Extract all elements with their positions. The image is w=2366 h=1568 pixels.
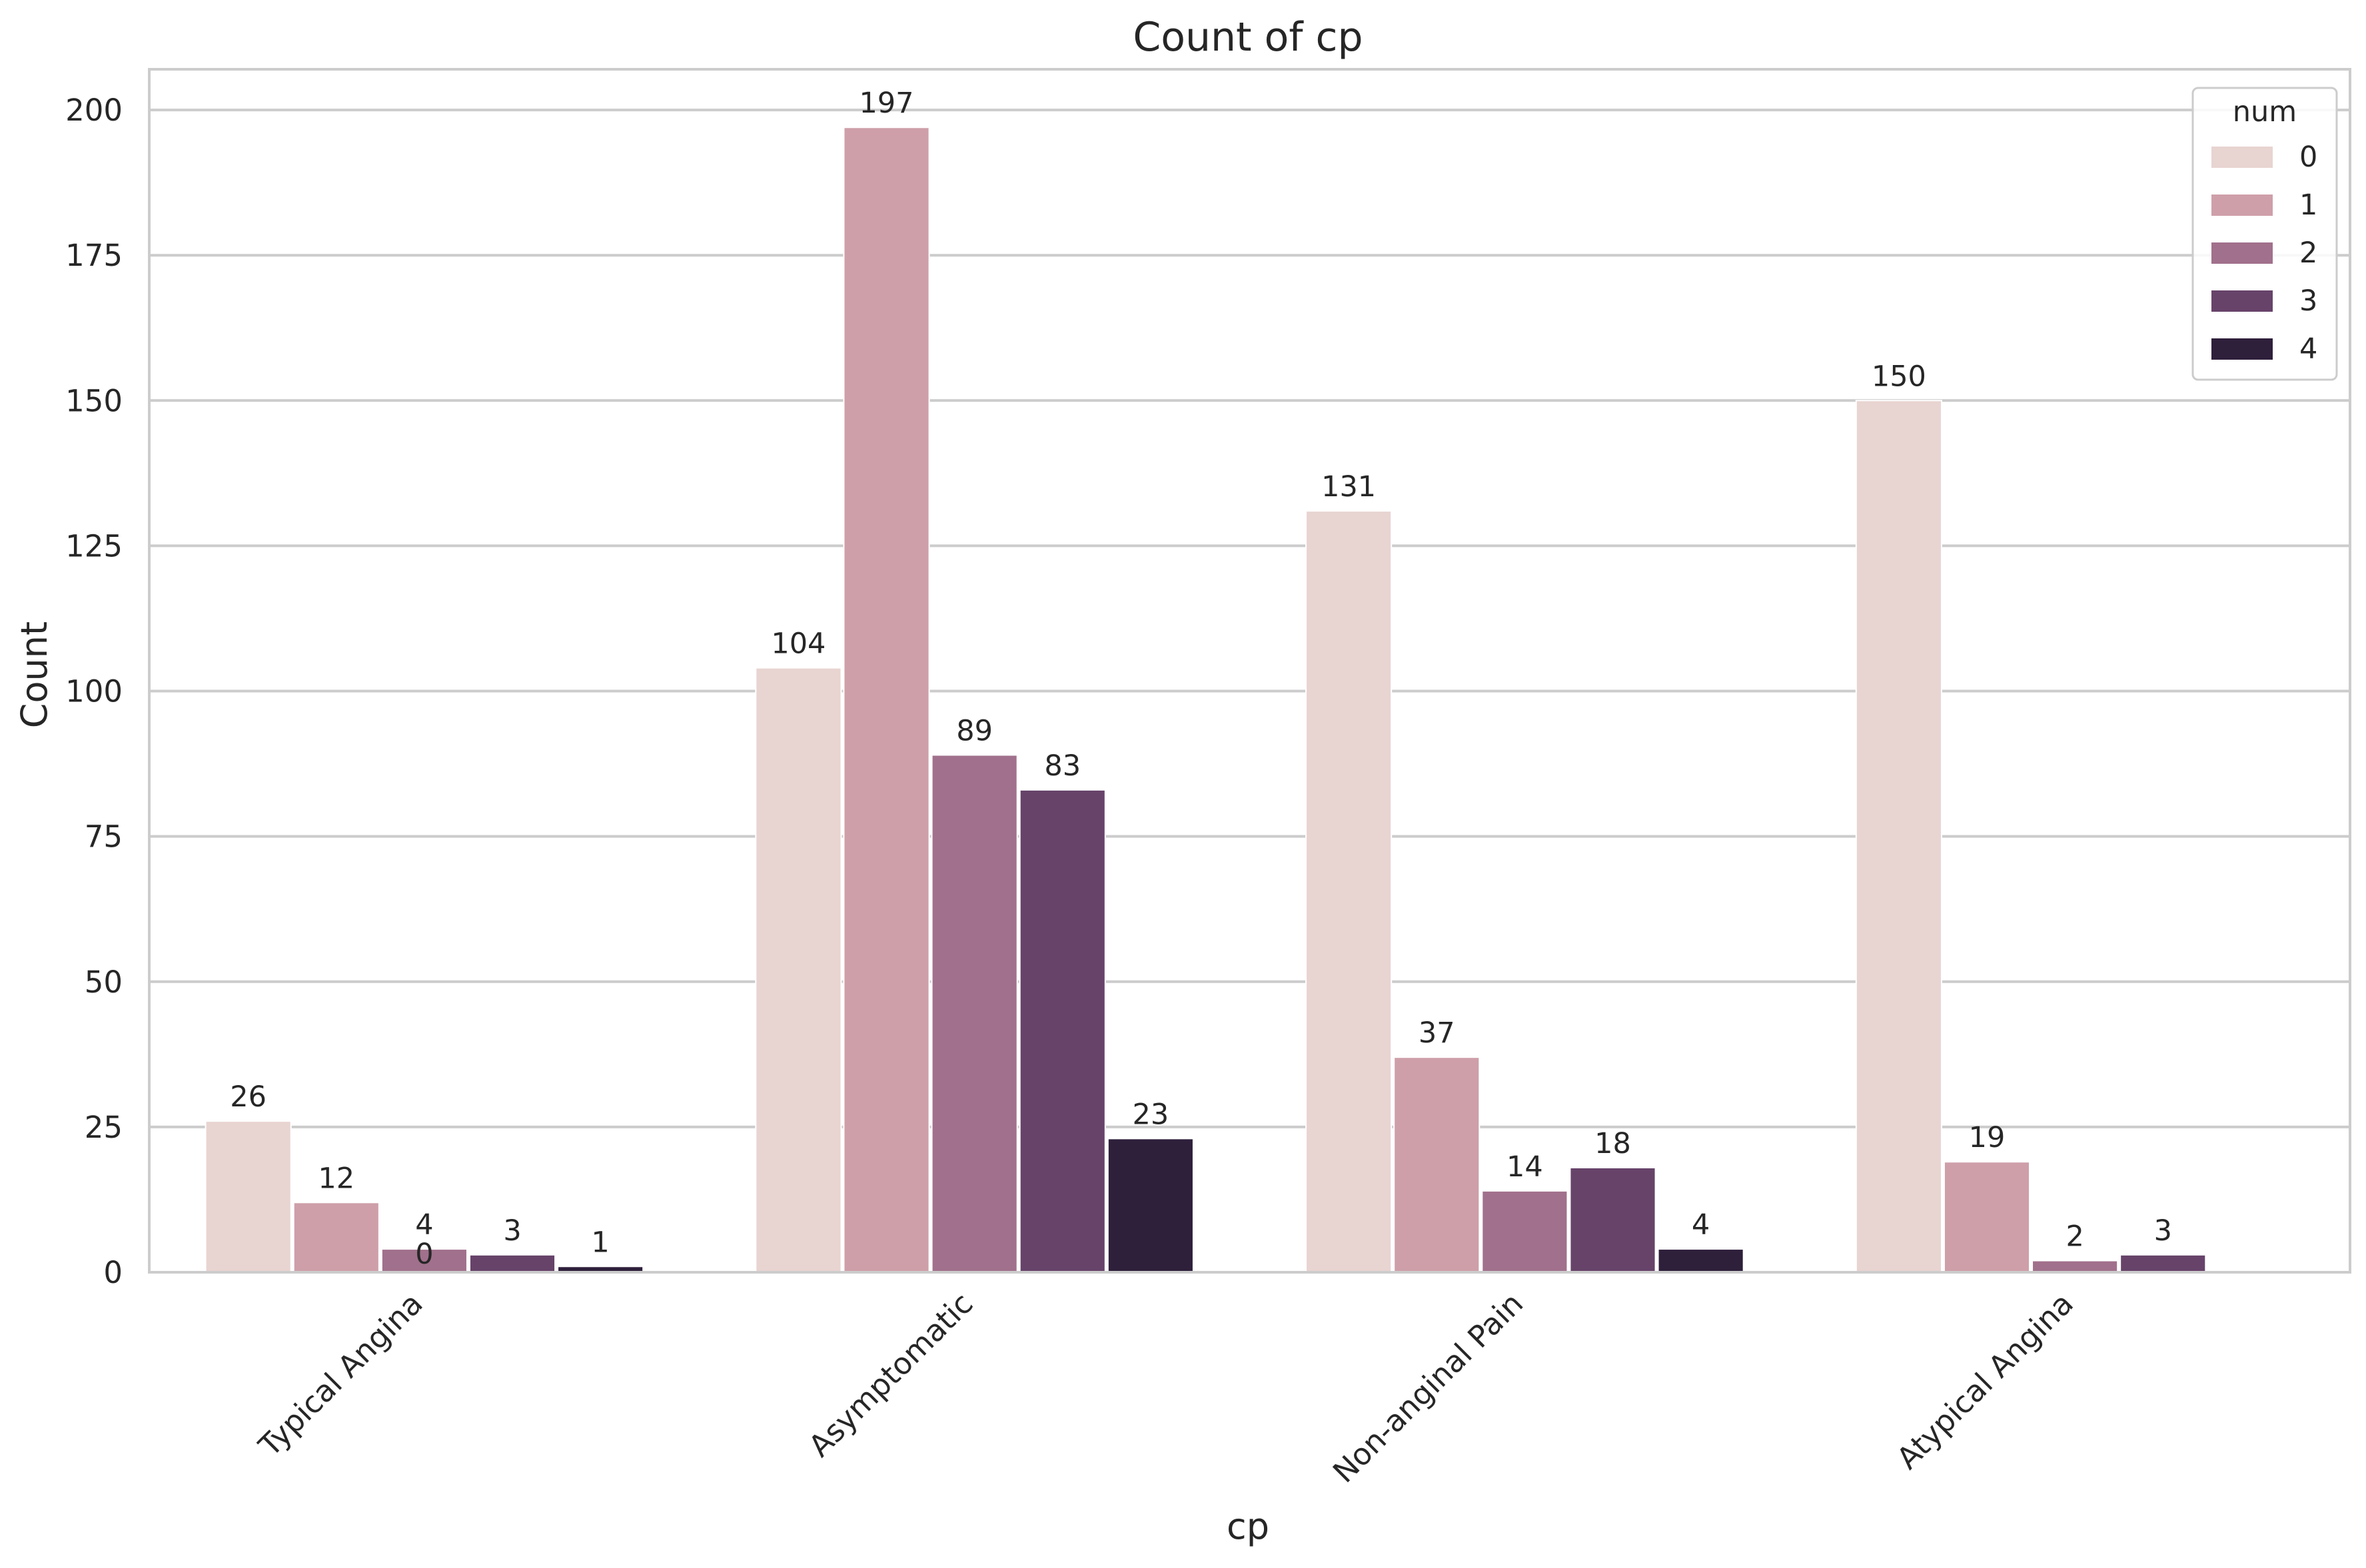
y-tick-label: 175 <box>65 238 123 273</box>
y-tick-label: 150 <box>65 383 123 418</box>
y-tick-label: 200 <box>65 93 123 128</box>
bar-value-label: 131 <box>1321 470 1376 504</box>
bar-value-label: 18 <box>1594 1127 1631 1160</box>
y-axis-ticks: 0 25 50 75 100 125 150 175 200 <box>65 93 123 1290</box>
bar <box>1107 1138 1194 1274</box>
y-tick-label: 125 <box>65 528 123 564</box>
bar <box>1305 510 1393 1273</box>
x-axis-ticks: Typical Angina Asymptomatic Non-anginal Pa… <box>252 1286 2080 1489</box>
bar <box>205 1120 292 1273</box>
y-tick-label: 50 <box>85 965 123 1000</box>
legend-swatch[interactable] <box>2211 147 2273 168</box>
bars <box>205 127 2207 1274</box>
bar <box>293 1202 380 1273</box>
x-tick-label: Typical Angina <box>252 1286 430 1463</box>
chart-title: Count of cp <box>1133 14 1363 61</box>
bar <box>843 127 930 1274</box>
legend-label: 3 <box>2299 284 2317 318</box>
bar <box>931 754 1018 1273</box>
bar <box>1943 1161 2031 1274</box>
bar <box>1657 1248 1744 1273</box>
bar-value-label: 19 <box>1969 1121 2006 1154</box>
bar-value-label: 4 <box>415 1208 433 1242</box>
y-tick-label: 25 <box>85 1110 123 1145</box>
bar-value-label: 89 <box>956 715 993 748</box>
bar <box>380 1248 468 1273</box>
bar-value-label: 83 <box>1044 749 1081 783</box>
legend-swatch[interactable] <box>2211 338 2273 360</box>
bar-value-label: 3 <box>2154 1214 2172 1248</box>
bar-value-label: 23 <box>1133 1098 1169 1131</box>
bar <box>1569 1166 1656 1274</box>
bar-value-label: 4 <box>1692 1208 1710 1242</box>
legend-label: 1 <box>2299 189 2317 222</box>
bar-value-label: 37 <box>1419 1016 1455 1050</box>
bar-value-label: 197 <box>859 87 913 120</box>
bar <box>2119 1254 2207 1273</box>
bar-value-label: 104 <box>771 627 826 661</box>
legend-label: 4 <box>2299 332 2317 366</box>
bar-value-label: 3 <box>503 1214 521 1248</box>
x-tick-label: Asymptomatic <box>802 1286 979 1463</box>
y-axis-label: Count <box>13 621 55 728</box>
legend-label: 0 <box>2299 141 2317 174</box>
y-tick-label: 0 <box>103 1255 123 1290</box>
bar <box>1855 400 1942 1273</box>
bar-value-label: 2 <box>2066 1220 2083 1254</box>
bar <box>1393 1056 1480 1273</box>
legend-swatch[interactable] <box>2211 195 2273 216</box>
bar <box>1019 789 1106 1273</box>
legend-swatch[interactable] <box>2211 242 2273 264</box>
bar-value-label: 26 <box>230 1080 267 1114</box>
bar <box>468 1254 556 1273</box>
plot-border <box>148 68 2351 1274</box>
plot-frame <box>148 68 2351 1274</box>
legend-label: 2 <box>2299 236 2317 270</box>
bar <box>755 667 842 1273</box>
x-tick-label: Atypical Angina <box>1890 1286 2080 1476</box>
y-tick-label: 75 <box>85 819 123 855</box>
bar-extra-label: 0 <box>415 1238 433 1271</box>
bar-value-label: 12 <box>318 1162 354 1195</box>
y-tick-label: 100 <box>65 674 123 709</box>
bar-value-label: 14 <box>1506 1150 1543 1184</box>
x-tick-label: Non-anginal Pain <box>1326 1286 1530 1489</box>
x-axis-label: cp <box>1227 1505 1269 1547</box>
bar-value-label: 1 <box>591 1226 609 1259</box>
bar <box>1481 1190 1568 1274</box>
legend-title: num <box>2233 95 2297 129</box>
legend-swatch[interactable] <box>2211 290 2273 312</box>
bar-value-label: 150 <box>1872 360 1926 393</box>
grid <box>149 109 2350 1274</box>
bar <box>2032 1260 2119 1274</box>
